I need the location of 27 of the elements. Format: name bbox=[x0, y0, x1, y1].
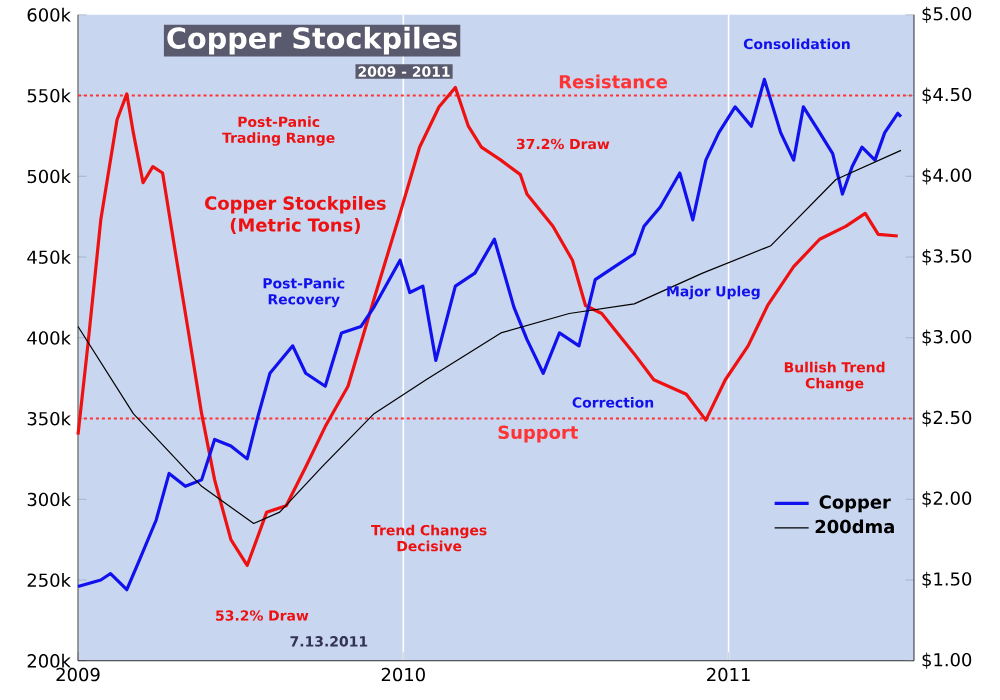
y-tick-label: 400k bbox=[27, 330, 71, 345]
y2-tick-label: $3.00 bbox=[922, 329, 972, 346]
y2-tick-label: $4.00 bbox=[922, 167, 972, 184]
ref-line-label: Resistance bbox=[559, 74, 668, 89]
y-tick-label: 250k bbox=[27, 572, 71, 587]
ref-line-label: Support bbox=[498, 425, 578, 443]
y-tick-label: 600k bbox=[27, 7, 71, 22]
y-tick-label: 450k bbox=[27, 249, 71, 264]
y2-tick-label: $3.50 bbox=[922, 248, 972, 265]
y-tick-label: 500k bbox=[27, 168, 71, 183]
x-tick-label: 2011 bbox=[707, 667, 750, 681]
x-tick-label: 2009 bbox=[56, 667, 100, 681]
y-tick-label: 350k bbox=[27, 411, 71, 426]
y2-tick-label: $5.00 bbox=[922, 6, 972, 23]
legend-label: 200dma bbox=[815, 519, 894, 533]
chart-title: Copper Stockpiles bbox=[167, 26, 457, 55]
y2-tick-label: $1.00 bbox=[922, 652, 972, 669]
y2-tick-label: $2.00 bbox=[922, 490, 972, 507]
y2-tick-label: $2.50 bbox=[922, 410, 972, 427]
x-tick-label: 2010 bbox=[381, 667, 425, 681]
y2-tick-label: $1.50 bbox=[922, 571, 972, 588]
series-label: Copper Stockpiles (Metric Tons) bbox=[205, 195, 386, 234]
y-tick-label: 300k bbox=[27, 491, 71, 506]
y-tick-label: 200k bbox=[27, 653, 71, 668]
legend-label: Copper bbox=[819, 494, 891, 512]
y-tick-label: 550k bbox=[27, 88, 71, 103]
y2-tick-label: $4.50 bbox=[922, 87, 972, 104]
